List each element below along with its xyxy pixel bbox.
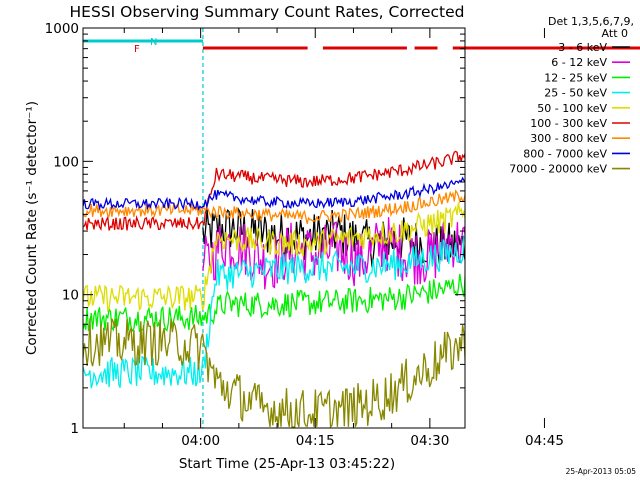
- legend-label: 7000 - 20000 keV: [509, 163, 607, 176]
- x-tick-label: 04:45: [525, 433, 564, 449]
- legend-label: 100 - 300 keV: [530, 117, 607, 130]
- legend-header-line-2: Att 0: [602, 27, 628, 40]
- series-line-2: [83, 271, 465, 333]
- legend-label: 6 - 12 keV: [551, 56, 607, 69]
- series-line-3: [83, 234, 465, 389]
- y-tick-label: 100: [53, 154, 79, 170]
- legend-label: 12 - 25 keV: [544, 71, 607, 84]
- series-line-5: [83, 150, 465, 231]
- legend: 3 - 6 keV 6 - 12 keV 12 - 25 keV 25 - 50 ke…: [509, 41, 630, 176]
- legend-label: 3 - 6 keV: [558, 41, 607, 54]
- y-tick-label: 1000: [45, 21, 79, 37]
- series-line-7: [83, 176, 465, 212]
- legend-label: 50 - 100 keV: [537, 102, 607, 115]
- flag-label-F: F: [134, 44, 140, 55]
- flag-label-N: N: [150, 37, 157, 48]
- legend-label: 800 - 7000 keV: [523, 147, 607, 160]
- chart-title: HESSI Observing Summary Count Rates, Cor…: [70, 3, 465, 21]
- x-tick-label: 04:00: [181, 433, 220, 449]
- series-line-8: [83, 318, 465, 428]
- y-tick-label: 10: [62, 288, 79, 304]
- x-tick-label: 04:30: [410, 433, 449, 449]
- legend-header-line-1: Det 1,3,5,6,7,9,: [548, 15, 634, 28]
- legend-label: 25 - 50 keV: [544, 87, 607, 100]
- footer-timestamp: 25-Apr-2013 05:05: [566, 467, 637, 476]
- y-tick-label: 1: [70, 421, 79, 437]
- legend-label: 300 - 800 keV: [530, 132, 607, 145]
- x-tick-label: 04:15: [296, 433, 335, 449]
- series-line-4: [83, 202, 465, 313]
- series-line-6: [83, 189, 465, 224]
- plot-frame: [82, 27, 466, 429]
- plot-area: [83, 28, 465, 428]
- y-axis-label: Corrected Count Rate (s⁻¹ detector⁻¹): [24, 101, 40, 355]
- x-axis-label: Start Time (25-Apr-13 03:45:22): [179, 456, 395, 472]
